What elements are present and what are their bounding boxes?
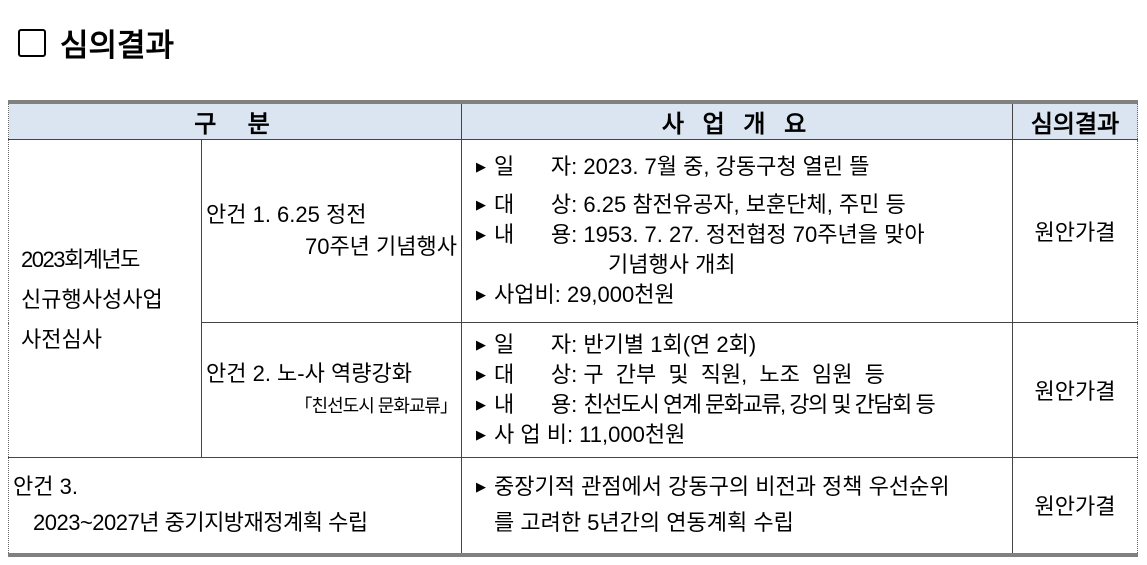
item-name-line: 안건 1. 6.25 정전	[206, 202, 367, 227]
detail-line: ▶ 사 업 비: 11,000천원	[466, 420, 1008, 450]
header-summary: 사 업 개 요	[461, 100, 1013, 140]
item-name-line: 70주년 기념행사	[304, 234, 457, 259]
triangle-bullet-icon: ▶	[476, 197, 486, 212]
header-result: 심의결과	[1012, 100, 1138, 140]
detail-line: ▶ 중장기적 관점에서 강동구의 비전과 정책 우선순위	[466, 469, 1008, 505]
triangle-bullet-icon: ▶	[476, 427, 486, 442]
item-name-line: 「친선도시 문화교류」	[294, 396, 458, 416]
triangle-bullet-icon: ▶	[476, 287, 486, 302]
item-details: ▶ 일 자: 2023. 7월 중, 강동구청 열린 뜰 ▶ 대 상: 6.25 참…	[461, 139, 1013, 323]
item-name: 안건 3. 2023~2027년 중기지방재정계획 수립	[8, 457, 462, 557]
detail-line: ▶ 대 상: 6.25 참전유공자, 보훈단체, 주민 등	[466, 190, 1008, 220]
detail-line: ▶ 일 자: 2023. 7월 중, 강동구청 열린 뜰	[466, 152, 1008, 182]
triangle-bullet-icon: ▶	[476, 479, 486, 495]
group-label-line: 사전심사	[21, 327, 102, 352]
table-row: 안건 2. 노-사 역량강화 「친선도시 문화교류」 ▶ 일 자: 반기별 1회(…	[9, 322, 1138, 458]
item-details: ▶ 일 자: 반기별 1회(연 2회) ▶ 대 상: 구 간부 및 직원, 노조 임…	[461, 322, 1013, 458]
detail-line: ▶ 내 용: 친선도시 연계 문화교류, 강의 및 간담회 등	[466, 390, 1008, 420]
detail-line: ▶ 대 상: 구 간부 및 직원, 노조 임원 등	[466, 360, 1008, 390]
table-row: 안건 3. 2023~2027년 중기지방재정계획 수립 ▶ 중장기적 관점에서 …	[8, 457, 1138, 557]
item-name: 안건 1. 6.25 정전 70주년 기념행사	[201, 139, 462, 323]
detail-continuation: 를 고려한 5년간의 연동계획 수립	[494, 510, 794, 536]
triangle-bullet-icon: ▶	[476, 367, 486, 382]
group-label: 2023회계년도 신규행사성사업 사전심사	[8, 139, 202, 458]
header-category: 구 분	[8, 100, 462, 140]
detail-line: ▶ 내 용: 1953. 7. 27. 정전협정 70주년을 맞아	[466, 220, 1008, 250]
item-details: ▶ 중장기적 관점에서 강동구의 비전과 정책 우선순위 를 고려한 5년간의 연…	[461, 457, 1013, 557]
item-name: 안건 2. 노-사 역량강화 「친선도시 문화교류」	[201, 322, 462, 458]
triangle-bullet-icon: ▶	[476, 337, 486, 352]
triangle-bullet-icon: ▶	[476, 227, 486, 242]
detail-line: ▶ 일 자: 반기별 1회(연 2회)	[466, 330, 1008, 360]
result-cell: 원안가결	[1012, 139, 1138, 323]
table-header-row: 구 분 사 업 개 요 심의결과	[8, 100, 1138, 140]
triangle-bullet-icon: ▶	[476, 397, 486, 412]
item-name-line: 2023~2027년 중기지방재정계획 수립	[33, 510, 368, 536]
item-name-line: 안건 2. 노-사 역량강화	[206, 361, 412, 386]
section-title: 심의결과	[18, 20, 174, 65]
result-cell: 원안가결	[1012, 457, 1138, 557]
triangle-bullet-icon: ▶	[476, 159, 486, 174]
group-label-line: 신규행사성사업	[21, 287, 163, 312]
review-results-table: 구 분 사 업 개 요 심의결과 2023회계년도 신규행사성사업 사전심사 안…	[8, 100, 1138, 557]
group-label-line: 2023회계년도	[21, 247, 140, 272]
checkbox-square-icon	[18, 28, 46, 57]
table-row: 2023회계년도 신규행사성사업 사전심사 안건 1. 6.25 정전 70주년…	[8, 139, 1138, 458]
detail-line: ▶ 사업비: 29,000천원	[466, 280, 1008, 310]
item-name-line: 안건 3.	[13, 474, 78, 500]
section-title-text: 심의결과	[60, 28, 175, 63]
result-cell: 원안가결	[1012, 322, 1138, 458]
detail-continuation: 기념행사 개최	[608, 252, 736, 277]
